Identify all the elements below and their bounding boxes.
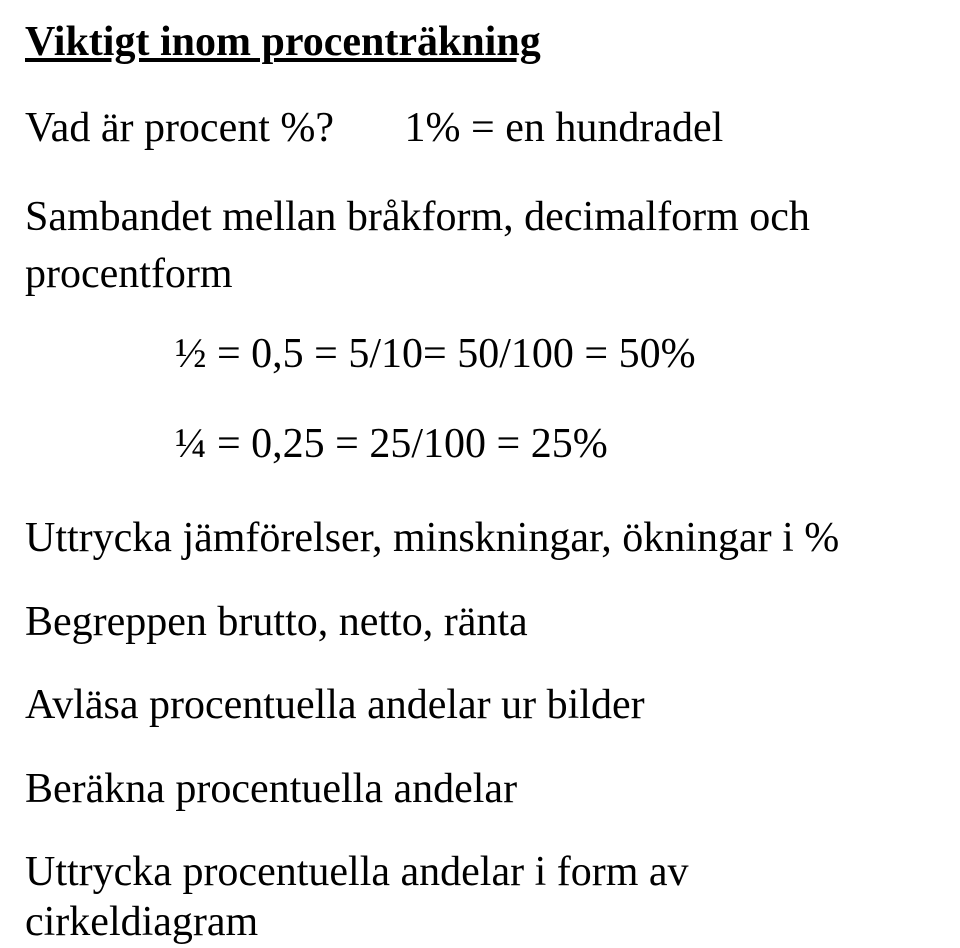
page-title: Viktigt inom procenträkning: [25, 18, 932, 66]
question-text: Vad är procent %?: [25, 104, 334, 152]
bullet-pie-chart: Uttrycka procentuella andelar i form av …: [25, 848, 932, 947]
equation-quarter: ¼ = 0,25 = 25/100 = 25%: [25, 420, 932, 468]
question-row: Vad är procent %? 1% = en hundradel: [25, 104, 932, 152]
bullet-read-shares: Avläsa procentuella andelar ur bilder: [25, 681, 932, 731]
relation-line-1: Sambandet mellan bråkform, decimalform o…: [25, 193, 932, 243]
relation-line-2: procentform: [25, 250, 932, 300]
equation-half: ½ = 0,5 = 5/10= 50/100 = 50%: [25, 330, 932, 378]
bullet-calc-shares: Beräkna procentuella andelar: [25, 765, 932, 815]
bullet-terms: Begreppen brutto, netto, ränta: [25, 598, 932, 648]
answer-text: 1% = en hundradel: [405, 104, 724, 152]
bullet-comparisons: Uttrycka jämförelser, minskningar, öknin…: [25, 514, 932, 564]
